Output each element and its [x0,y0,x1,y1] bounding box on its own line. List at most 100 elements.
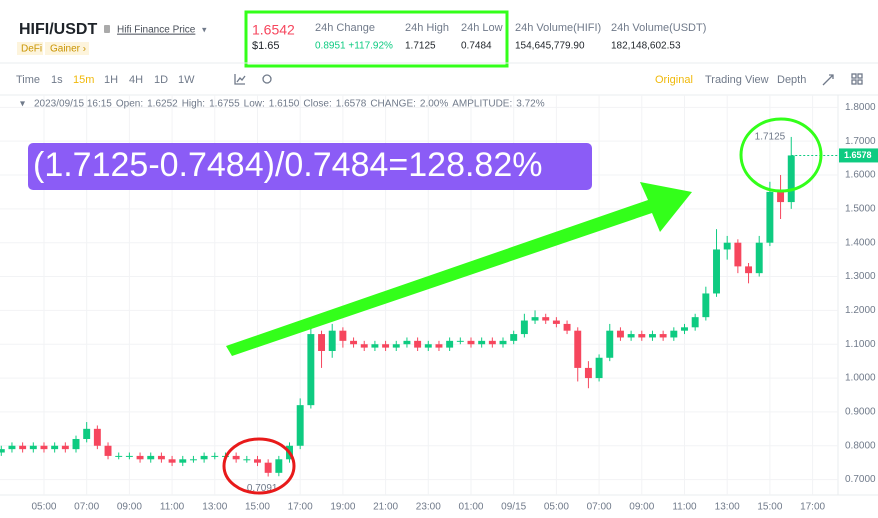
candle-body [510,334,518,341]
candle-body [424,344,432,348]
view-tab[interactable]: Trading View [705,74,769,86]
interval[interactable]: 1H [104,74,118,86]
y-tick-label: 0.7000 [845,474,876,485]
candle-body [787,155,795,203]
stat-value: 0.8951 +117.92% [315,41,393,52]
candle-body [531,317,539,321]
layout-icon[interactable] [857,73,863,79]
collapse[interactable]: ▾ [20,99,25,110]
stat-label: 24h Volume(HIFI) [515,22,601,34]
dropdown[interactable]: ▾ [202,24,207,34]
y-tick-label: 1.6000 [845,170,876,181]
x-tick-label: 05:00 [544,502,569,513]
x-tick-label: 09:00 [117,502,142,513]
candle-body [414,340,422,348]
tag: DeFi [21,44,42,55]
stat-label: 24h Low [461,22,503,34]
x-tick-label: 05:00 [31,502,56,513]
candle-body [681,327,688,331]
layout-icon[interactable] [857,79,863,85]
stat-label: 24h Change [315,22,375,34]
tag-bg [17,42,43,55]
candle-body [328,330,336,351]
x-tick-label: 01:00 [458,502,483,513]
candle-body [713,249,720,294]
candle-body [616,330,624,338]
coin-link[interactable]: Hifi Finance Price [117,25,196,36]
tag[interactable]: Gainer › [50,44,86,55]
candle-body [702,293,710,318]
candle-body [360,344,368,348]
interval[interactable]: 1W [178,74,195,86]
last-price: 1.6542 [252,22,295,38]
candle-body [766,191,774,243]
candle-body [232,455,240,460]
candle-body [179,459,187,463]
y-tick-label: 1.4000 [845,237,876,248]
candle-body [157,455,165,460]
settings-icon[interactable] [262,74,272,84]
interval[interactable]: Time [16,74,40,86]
info-label: Open: [116,99,143,110]
stat-label: 24h High [405,22,449,34]
candle-body [93,428,101,446]
candle-body [606,330,614,358]
layout-icon[interactable] [851,79,857,85]
candle-body [435,344,443,348]
info-value: 1.6252 [147,99,178,110]
interval[interactable]: 15m [73,74,94,86]
candle-body [307,334,315,406]
high-circle [739,117,823,193]
candle-body [211,455,219,457]
candle-body [147,455,155,460]
x-tick-label: 13:00 [715,502,740,513]
candle-body [392,344,400,348]
candle-body [595,357,603,379]
candle-body [339,330,347,341]
chart-icons [234,73,863,86]
candle-body [125,455,133,457]
interval[interactable]: 4H [129,74,143,86]
x-tick-label: 07:00 [74,502,99,513]
view-tab[interactable]: Depth [777,74,806,86]
info-date: 2023/09/15 16:15 [34,99,112,110]
y-tick-label: 1.2000 [845,305,876,316]
view-tab[interactable]: Original [655,74,693,86]
x-tick-label: 11:00 [160,502,185,513]
candle-body [777,191,785,203]
fullscreen-icon[interactable] [822,74,834,86]
layout-icon[interactable] [851,73,857,79]
candle-body [446,340,454,348]
x-tick-label: 07:00 [587,502,612,513]
candle-body [456,340,464,342]
stat-value: 182,148,602.53 [611,41,681,52]
candle-body [19,445,27,450]
info-label: CHANGE: [370,99,416,110]
interval[interactable]: 1s [51,74,63,86]
info-value: 2.00% [420,99,448,110]
low-circle [222,437,296,495]
candle-body [29,445,37,450]
indicator-icon[interactable] [234,74,246,85]
candle-body [723,242,731,250]
x-tick-label: 13:00 [202,502,227,513]
x-tick-label: 15:00 [245,502,270,513]
candle-body [104,445,112,456]
candle-body [648,334,656,338]
y-tick-label: 1.5000 [845,203,876,214]
candle-body [734,242,742,267]
info-value: 3.72% [516,99,544,110]
icon [104,25,110,33]
symbol: HIFI/USDT [19,21,97,38]
y-tick-label: 1.0000 [845,373,876,384]
candle-body [254,459,261,463]
x-tick-label: 21:00 [373,502,398,513]
candle-body [318,334,326,351]
interval[interactable]: 1D [154,74,168,86]
candle-body [488,340,496,345]
candle-body [51,445,59,450]
x-tick-label: 17:00 [288,502,313,513]
candle-body [371,344,379,348]
info-label: Low: [244,99,265,110]
